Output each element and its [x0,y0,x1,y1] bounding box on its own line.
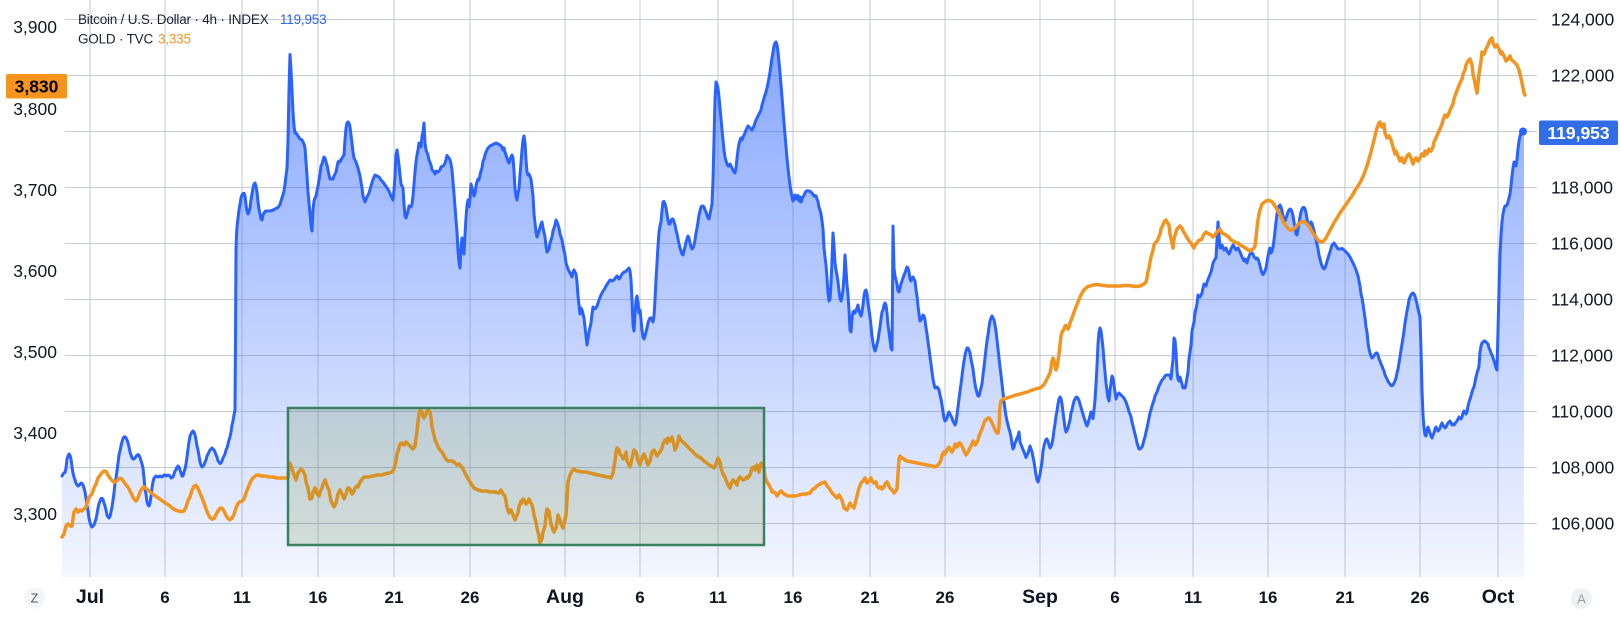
svg-text:Z: Z [31,592,39,606]
svg-text:11: 11 [233,588,251,607]
svg-text:6: 6 [635,588,644,607]
svg-text:3,300: 3,300 [13,504,57,524]
svg-text:108,000: 108,000 [1551,458,1615,478]
svg-text:Bitcoin / U.S. Dollar · 4h · I: Bitcoin / U.S. Dollar · 4h · INDEX [78,12,269,27]
svg-text:3,700: 3,700 [13,180,57,200]
svg-text:114,000: 114,000 [1551,290,1613,310]
svg-text:26: 26 [936,588,955,607]
svg-text:3,830: 3,830 [15,76,59,96]
svg-text:122,000: 122,000 [1551,66,1615,86]
svg-text:3,335: 3,335 [158,32,191,47]
svg-text:Sep: Sep [1022,586,1058,608]
svg-text:16: 16 [309,588,328,607]
svg-text:116,000: 116,000 [1551,234,1613,254]
svg-text:124,000: 124,000 [1551,10,1615,30]
svg-text:110,000: 110,000 [1551,402,1613,422]
svg-text:6: 6 [160,588,169,607]
svg-text:11: 11 [709,588,727,607]
svg-text:11: 11 [1184,588,1202,607]
svg-text:6: 6 [1110,588,1119,607]
svg-text:Aug: Aug [546,586,584,608]
svg-text:16: 16 [1259,588,1278,607]
svg-text:GOLD · TVC: GOLD · TVC [78,32,153,47]
svg-text:26: 26 [1411,588,1430,607]
svg-text:118,000: 118,000 [1551,178,1613,198]
svg-text:3,800: 3,800 [13,99,57,119]
svg-text:21: 21 [1336,588,1355,607]
svg-text:106,000: 106,000 [1551,514,1615,534]
svg-text:Jul: Jul [76,586,104,608]
svg-text:3,400: 3,400 [13,423,57,443]
svg-text:112,000: 112,000 [1551,346,1613,366]
svg-text:3,500: 3,500 [13,342,57,362]
svg-text:3,900: 3,900 [13,17,57,37]
svg-text:Oct: Oct [1482,586,1515,608]
svg-text:3,600: 3,600 [13,261,57,281]
svg-text:119,953: 119,953 [1547,123,1610,143]
svg-text:26: 26 [461,588,480,607]
svg-text:21: 21 [385,588,404,607]
svg-text:A: A [1577,592,1586,607]
svg-text:119,953: 119,953 [280,12,326,27]
svg-text:16: 16 [784,588,803,607]
svg-text:21: 21 [861,588,880,607]
